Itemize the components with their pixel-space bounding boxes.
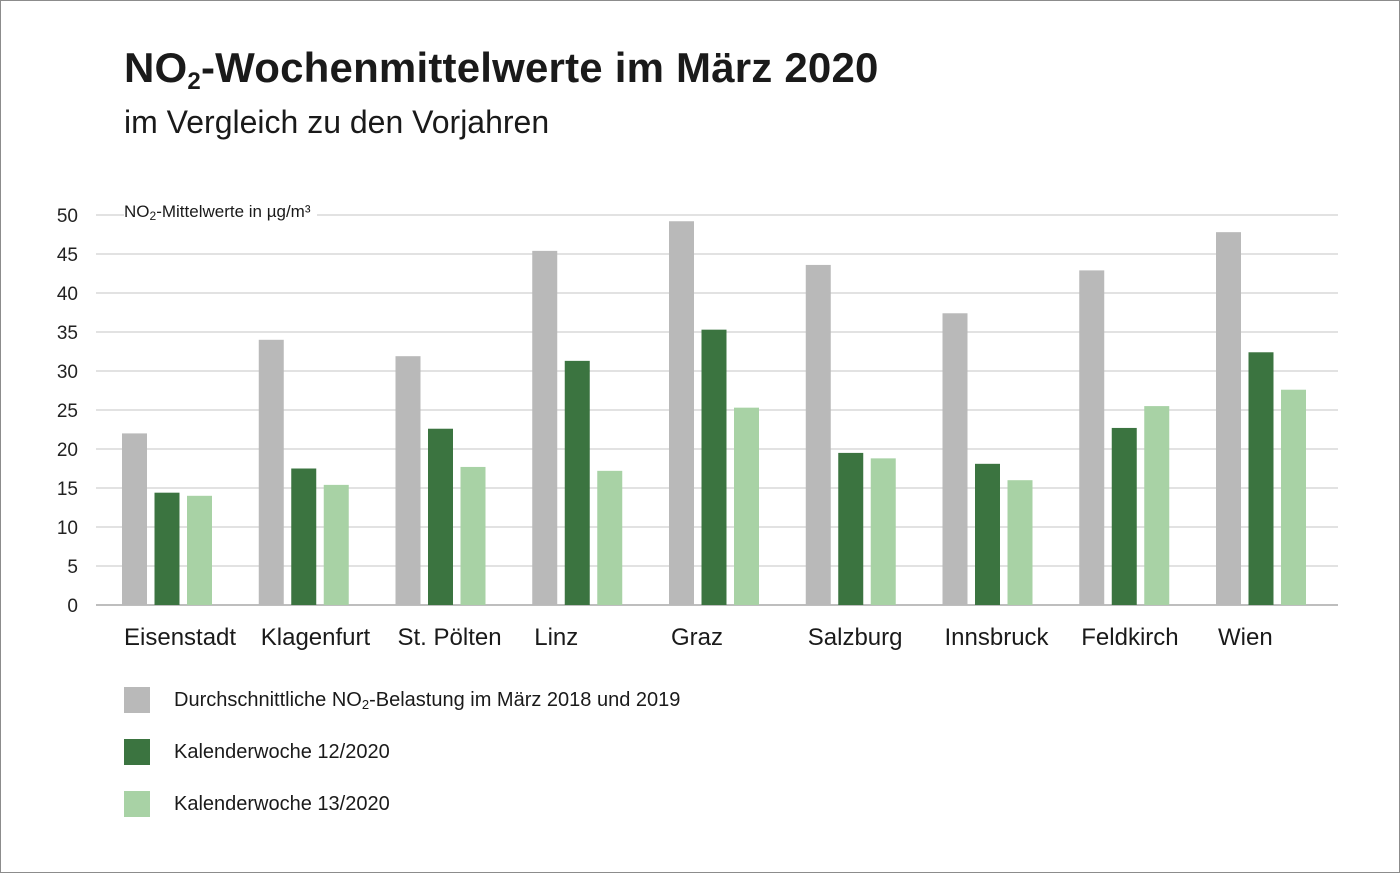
bar-salzburg-series-2 <box>838 452 864 605</box>
bar-st-pölten-series-2 <box>428 428 453 605</box>
bar-graz-series-1 <box>669 221 694 606</box>
bar-wien-series-2 <box>1248 352 1274 605</box>
bar-graz-series-2 <box>701 329 727 605</box>
y-tick-label: 15 <box>57 479 78 500</box>
bar-graz-series-3 <box>734 407 759 605</box>
x-category-label: Salzburg <box>808 624 903 651</box>
bar-salzburg-series-1 <box>805 264 831 605</box>
bar-st-pölten-series-3 <box>460 466 486 605</box>
legend-label: Kalenderwoche 12/2020 <box>174 741 390 763</box>
y-tick-label: 20 <box>57 440 78 461</box>
x-category-label: St. Pölten <box>398 624 502 651</box>
x-category-label: Klagenfurt <box>261 624 371 651</box>
x-category-label: Linz <box>534 624 578 651</box>
bar-linz-series-2 <box>564 360 590 605</box>
bar-linz-series-1 <box>532 250 558 605</box>
bar-linz-series-3 <box>597 470 623 605</box>
bar-wien-series-3 <box>1281 389 1306 605</box>
y-tick-label: 0 <box>67 596 78 617</box>
legend-label: Kalenderwoche 13/2020 <box>174 793 390 815</box>
bar-innsbruck-series-2 <box>975 463 1000 605</box>
y-axis-ticks: 0 5 10 15 20 25 30 35 40 45 50 <box>57 206 78 617</box>
y-tick-label: 10 <box>57 518 78 539</box>
y-tick-label: 50 <box>57 206 78 227</box>
y-tick-label: 35 <box>57 323 78 344</box>
y-tick-label: 5 <box>67 557 78 578</box>
x-category-label: Wien <box>1218 624 1273 651</box>
legend-swatch <box>124 791 150 817</box>
bar-feldkirch-series-2 <box>1111 427 1137 605</box>
bar-feldkirch-series-3 <box>1144 406 1170 605</box>
bar-eisenstadt-series-3 <box>187 495 212 605</box>
bar-eisenstadt-series-2 <box>154 492 180 605</box>
bar-klagenfurt-series-1 <box>258 339 284 605</box>
x-axis-categories: Eisenstadt Klagenfurt St. Pölten Linz Graz Sa… <box>124 624 1273 651</box>
y-tick-label: 30 <box>57 362 78 383</box>
bars <box>122 221 1306 606</box>
y-tick-label: 40 <box>57 284 78 305</box>
legend-label: Durchschnittliche NO2-Belastung im März … <box>174 689 681 712</box>
x-category-label: Innsbruck <box>945 624 1050 651</box>
y-axis-unit-label: NO2-Mittelwerte in µg/m³ <box>124 202 317 222</box>
bar-innsbruck-series-3 <box>1007 480 1033 605</box>
x-category-label: Graz <box>671 624 723 651</box>
y-tick-label: 45 <box>57 245 78 266</box>
bar-innsbruck-series-1 <box>942 313 968 605</box>
bar-feldkirch-series-1 <box>1079 270 1105 605</box>
bar-salzburg-series-3 <box>870 458 896 605</box>
bar-klagenfurt-series-3 <box>323 484 349 605</box>
bar-klagenfurt-series-2 <box>291 468 317 605</box>
chart-title: NO2-Wochenmittelwerte im März 2020 <box>124 44 879 95</box>
bar-st-pölten-series-1 <box>395 356 421 605</box>
y-tick-label: 25 <box>57 401 78 422</box>
bar-eisenstadt-series-1 <box>122 433 147 605</box>
chart-subtitle: im Vergleich zu den Vorjahren <box>124 104 550 140</box>
legend-swatch <box>124 687 150 713</box>
bar-wien-series-1 <box>1216 232 1241 605</box>
legend-swatch <box>124 739 150 765</box>
x-category-label: Feldkirch <box>1081 624 1178 651</box>
x-category-label: Eisenstadt <box>124 624 236 651</box>
